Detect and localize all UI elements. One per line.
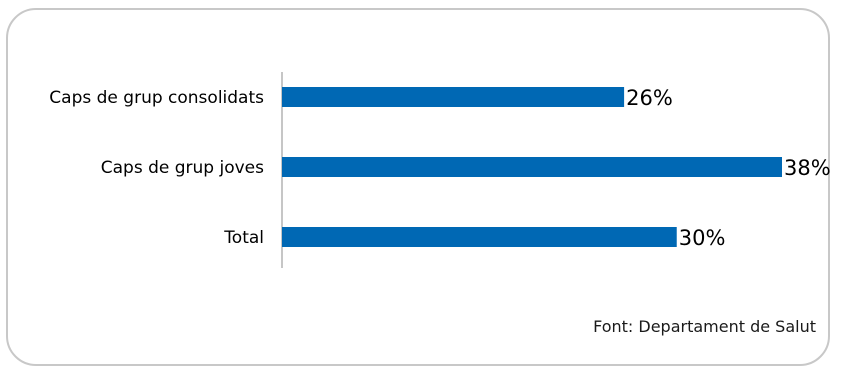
bar [282,227,677,247]
category-label: Caps de grup joves [101,158,264,178]
value-label: 30% [679,226,726,250]
chart-frame [6,8,830,366]
bar [282,87,625,107]
source-note: Font: Departament de Salut [593,317,816,336]
bar [282,157,782,177]
bar-series: Caps de grup consolidats 26% Caps de grup … [49,86,830,250]
value-label: 38% [784,156,831,180]
category-label: Caps de grup consolidats [49,88,264,108]
category-label: Total [223,228,264,248]
value-label: 26% [626,86,673,110]
